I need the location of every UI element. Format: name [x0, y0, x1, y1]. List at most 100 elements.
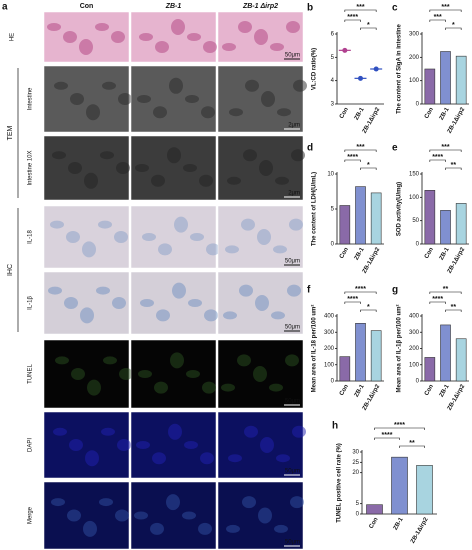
y-tick-label: 0	[356, 512, 360, 518]
texture	[69, 439, 83, 451]
x-tick-label: ZB-1	[354, 383, 366, 398]
texture	[54, 81, 68, 90]
texture	[228, 454, 242, 463]
x-tick-label: ZB-1Δirp2	[410, 516, 430, 544]
significance-bracket	[374, 437, 400, 440]
texture	[190, 233, 204, 241]
texture	[99, 498, 113, 507]
y-tick-label: 200	[409, 346, 420, 352]
texture	[254, 29, 268, 45]
texture	[259, 160, 273, 176]
texture	[185, 95, 199, 103]
y-tick-label: 400	[409, 314, 420, 320]
texture	[226, 524, 240, 533]
texture	[152, 452, 166, 465]
significance-label: *	[367, 22, 370, 29]
dot	[342, 47, 348, 53]
texture	[223, 311, 237, 320]
significance-label: **	[451, 304, 457, 311]
significance-bracket	[445, 167, 462, 170]
texture	[102, 81, 116, 90]
texture	[270, 43, 284, 51]
texture	[112, 297, 126, 309]
texture	[171, 19, 185, 35]
texture	[287, 284, 301, 297]
x-tick-label: ZB-1	[393, 516, 405, 531]
y-tick-label: 5	[331, 207, 335, 213]
column-header: Con	[80, 3, 94, 10]
texture	[206, 243, 220, 256]
texture	[274, 524, 288, 533]
bar	[455, 338, 467, 382]
texture	[237, 354, 251, 367]
texture	[67, 509, 81, 522]
texture	[182, 511, 196, 520]
texture	[51, 498, 65, 507]
texture	[271, 311, 285, 320]
significance-label: *	[452, 22, 455, 29]
column-header: ZB-1 Δirp2	[242, 3, 278, 10]
significance-label: *	[367, 162, 370, 169]
bar	[355, 186, 366, 245]
texture	[151, 174, 165, 187]
texture	[227, 176, 241, 185]
bar	[416, 465, 433, 515]
micrograph	[43, 339, 130, 409]
texture	[167, 147, 181, 164]
texture	[221, 383, 235, 392]
texture	[222, 43, 236, 51]
y-tick-label: 100	[324, 362, 335, 368]
significance-bracket	[445, 309, 462, 312]
y-axis-title: VL:CD ratio(%)	[312, 48, 318, 90]
texture	[258, 507, 272, 524]
texture	[261, 91, 275, 107]
y-tick-label: 0	[331, 242, 335, 248]
texture	[111, 31, 125, 43]
x-tick-label: ZB-1	[354, 246, 366, 261]
scale-bar-label: 50μm	[285, 540, 300, 546]
row-label: Intestine 10X	[28, 150, 34, 185]
x-tick-label: Con	[424, 107, 435, 120]
significance-label: **	[409, 440, 415, 447]
texture	[83, 520, 97, 537]
texture	[138, 370, 152, 378]
row-label: DAPI	[28, 438, 34, 452]
significance-bracket	[360, 27, 377, 30]
texture	[114, 231, 128, 243]
texture	[229, 108, 243, 117]
significance-bracket	[429, 301, 446, 304]
bar	[339, 205, 351, 245]
texture	[170, 352, 184, 369]
micrograph	[43, 65, 130, 133]
x-tick-label: ZB-1	[354, 106, 366, 121]
y-tick-label: 5	[331, 55, 335, 61]
texture	[289, 218, 303, 231]
texture	[156, 309, 170, 322]
y-tick-label: 3	[331, 102, 335, 108]
texture	[63, 31, 77, 43]
texture	[166, 494, 180, 511]
texture	[244, 425, 258, 438]
x-tick-label: ZB-1	[439, 246, 451, 261]
significance-bracket	[399, 445, 425, 448]
scale-bar-label: 2μm	[288, 191, 300, 197]
texture	[96, 286, 110, 295]
y-tick-label: 100	[409, 195, 420, 201]
y-axis-title: SOD activity(U/mg)	[397, 182, 403, 236]
texture	[255, 295, 269, 311]
y-tick-label: 0	[416, 102, 420, 108]
texture	[87, 379, 101, 396]
y-tick-label: 150	[409, 172, 420, 178]
texture	[66, 231, 80, 243]
texture	[79, 39, 93, 55]
significance-bracket	[344, 19, 361, 22]
row-label: TUNEL	[28, 364, 34, 384]
significance-bracket	[344, 291, 377, 294]
texture	[70, 93, 84, 105]
texture	[269, 383, 283, 392]
texture	[116, 162, 130, 174]
bar	[440, 210, 451, 245]
significance-bracket	[360, 309, 377, 312]
micrograph	[43, 481, 130, 550]
x-tick-label: Con	[339, 107, 350, 120]
